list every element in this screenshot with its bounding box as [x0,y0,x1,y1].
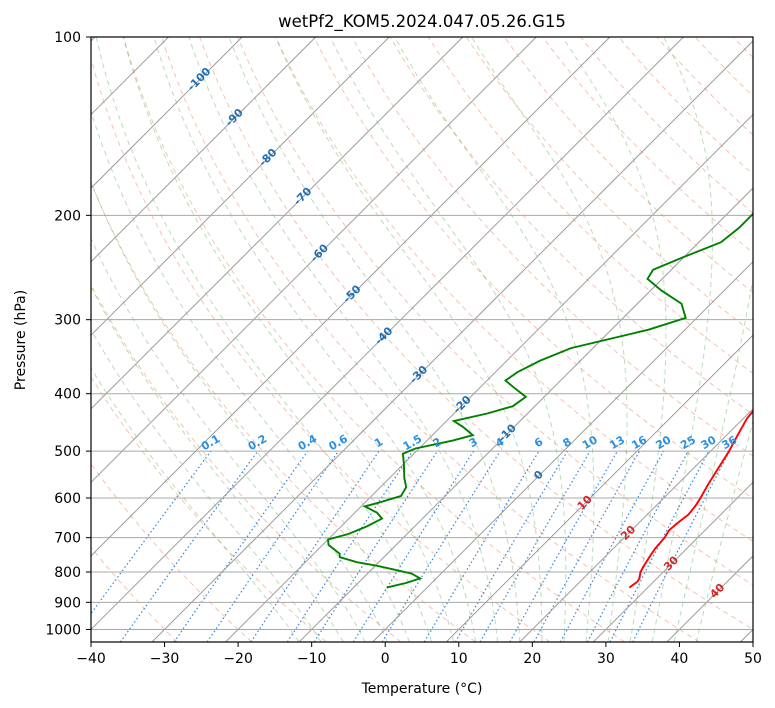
isotherm-line [372,260,753,642]
moist-adiabat-line [95,37,432,642]
dry-adiabat-line [580,37,753,214]
isotherm-line [91,37,243,189]
dry-adiabat-line [313,37,753,500]
y-tick-label: 400 [54,387,81,403]
moist-adiabat-line [329,37,567,642]
mixing-ratio-line [173,450,309,642]
isotherm-line [91,37,684,631]
dry-adiabat-line [427,37,753,375]
x-tick-label: 20 [523,651,541,667]
y-tick-label: 100 [54,30,81,46]
isotherm-line [91,37,317,263]
x-tick-label: 50 [744,651,762,667]
y-tick-label: 300 [54,313,81,329]
dry-adiabat-line [618,37,753,175]
moist-adiabat-line [91,109,410,642]
isotherm-line [91,37,537,484]
mixing-ratio-line [454,450,568,642]
y-tick-label: 200 [54,208,81,224]
isotherm-line [225,113,753,642]
dry-adiabat-line [199,37,753,630]
mixing-ratio-line [206,450,339,642]
dry-adiabat-line [237,37,753,586]
mixing-ratio-line [423,450,540,642]
isotherm-line [519,408,753,642]
moist-adiabat-line [562,37,667,642]
x-tick-label: 40 [671,651,689,667]
temperature-profile-line [628,409,753,589]
moist-adiabat-line [188,37,499,642]
isotherm-line [91,37,611,557]
plot-frame [90,36,754,643]
mixing-ratio-line [352,450,475,642]
y-tick-label: 700 [54,531,81,547]
plot-area [91,37,753,642]
dry-adiabat-line [465,37,753,334]
y-tick-label: 600 [54,491,81,507]
moist-adiabat-line [91,180,388,642]
isotherm-line [151,40,753,642]
isotherm-line [592,481,753,642]
x-axis-title: Temperature (°C) [361,681,483,697]
mixing-ratio-line [119,450,259,642]
x-tick-label: −30 [150,651,180,667]
y-axis-title: Pressure (hPa) [13,290,29,390]
y-tick-label: 500 [54,444,81,460]
dry-adiabat-line [504,37,753,294]
mixing-ratio-line [479,450,591,642]
axis-layer: −40 −30 −20 −10 0 10 20 30 40 50 100 200 300 400 500 60… [45,30,762,667]
isotherm-line [298,187,753,642]
mixing-ratio-line [313,450,438,642]
moist-adiabat-line [91,285,344,642]
moist-adiabat-line [122,37,455,642]
moist-adiabat-line [91,367,300,642]
mixing-ratio-line [559,450,665,642]
chart-title: wetPf2_KOM5.2024.047.05.26.G15 [278,12,566,32]
mixing-ratio-line [509,450,618,642]
isotherm-line [445,334,753,642]
isotherm-line [91,37,390,336]
isotherm-line [91,37,464,410]
dry-adiabat-line [389,37,753,416]
dry-adiabat-line [91,376,327,642]
moist-adiabat-line [471,37,628,642]
dry-adiabat-line [91,57,551,642]
x-tick-label: −40 [76,651,106,667]
x-tick-label: 0 [381,651,390,667]
dewpoint-profile-line [327,212,753,589]
dry-adiabat-line [275,37,753,542]
moist-adiabat-line [651,37,713,642]
moist-adiabat-line [394,37,595,642]
x-tick-label: −20 [223,651,253,667]
y-tick-label: 800 [54,565,81,581]
dry-adiabat-line [542,37,753,254]
y-tick-label: 1000 [45,622,81,638]
y-tick-label: 900 [54,595,81,611]
moist-adiabat-line [153,37,477,642]
mixing-ratio-line [381,450,501,642]
moist-adiabat-line [228,37,521,642]
x-tick-label: 30 [597,651,615,667]
mixing-ratio-line [91,450,212,615]
x-tick-label: 10 [450,651,468,667]
x-tick-label: −10 [297,651,327,667]
dry-adiabat-line [123,37,625,642]
